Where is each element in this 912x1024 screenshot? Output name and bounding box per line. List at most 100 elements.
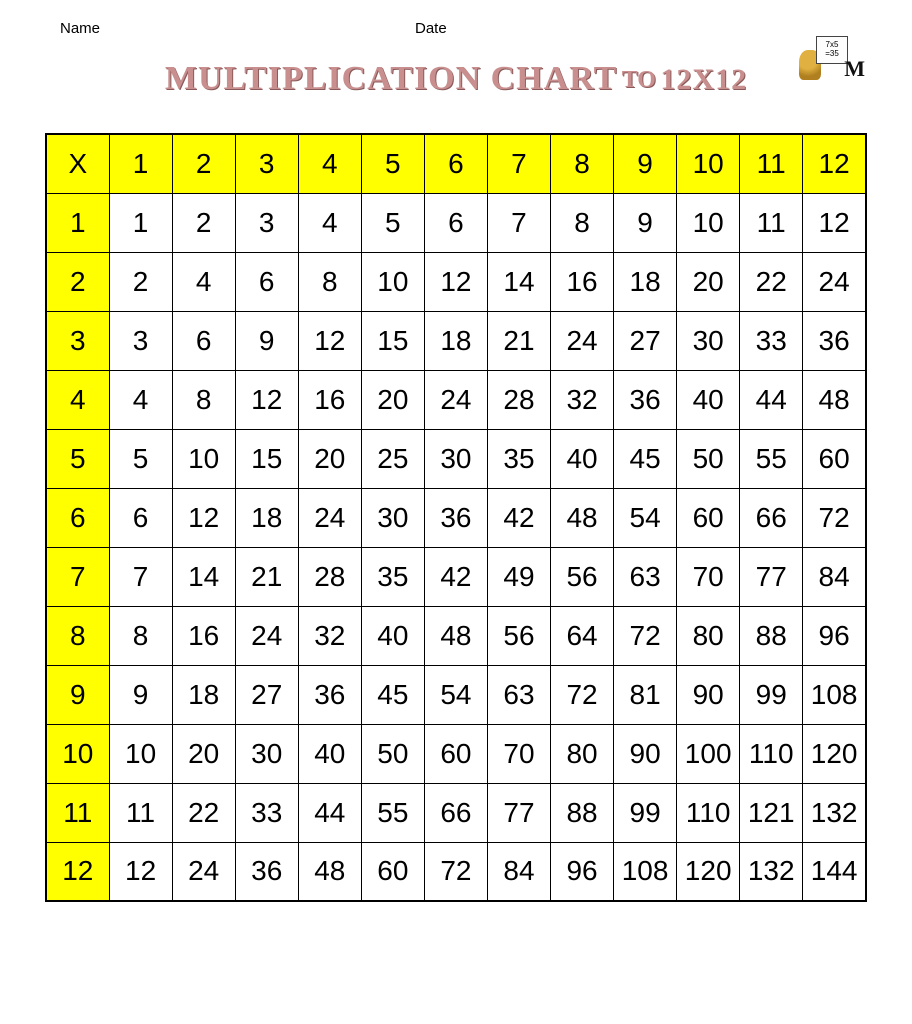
logo-text-top: 7x5 [826,40,839,49]
table-cell: 132 [803,783,866,842]
table-cell: 120 [677,842,740,901]
table-cell: 60 [677,488,740,547]
table-cell: 18 [235,488,298,547]
table-cell: 42 [487,488,550,547]
table-cell: 48 [551,488,614,547]
table-cell: 2 [109,252,172,311]
table-cell: 11 [740,193,803,252]
table-cell: 12 [109,842,172,901]
table-col-header: 11 [740,134,803,193]
table-cell: 56 [551,547,614,606]
table-col-header: 5 [361,134,424,193]
table-cell: 18 [424,311,487,370]
table-cell: 4 [172,252,235,311]
table-cell: 27 [235,665,298,724]
table-cell: 35 [361,547,424,606]
table-row-header: 9 [46,665,109,724]
table-row: 661218243036424854606672 [46,488,866,547]
table-col-header: 12 [803,134,866,193]
table-cell: 6 [109,488,172,547]
table-cell: 24 [235,606,298,665]
table-cell: 1 [109,193,172,252]
table-cell: 48 [803,370,866,429]
table-cell: 56 [487,606,550,665]
table-cell: 40 [551,429,614,488]
table-cell: 16 [298,370,361,429]
table-cell: 36 [424,488,487,547]
table-cell: 64 [551,606,614,665]
table-cell: 80 [677,606,740,665]
table-cell: 24 [551,311,614,370]
table-cell: 24 [803,252,866,311]
table-cell: 30 [677,311,740,370]
table-col-header: 4 [298,134,361,193]
table-cell: 36 [614,370,677,429]
table-row-header: 1 [46,193,109,252]
logo-m-icon: M [844,56,865,82]
table-cell: 12 [803,193,866,252]
table-cell: 121 [740,783,803,842]
table-cell: 18 [614,252,677,311]
table-cell: 21 [235,547,298,606]
table-row-header: 12 [46,842,109,901]
table-row-header: 10 [46,724,109,783]
table-cell: 72 [551,665,614,724]
table-cell: 70 [677,547,740,606]
table-cell: 30 [424,429,487,488]
table-col-header: 9 [614,134,677,193]
table-cell: 72 [803,488,866,547]
table-cell: 6 [424,193,487,252]
table-col-header: 3 [235,134,298,193]
table-cell: 16 [551,252,614,311]
table-cell: 32 [551,370,614,429]
table-cell: 3 [109,311,172,370]
table-col-header: 2 [172,134,235,193]
table-cell: 15 [361,311,424,370]
table-cell: 24 [424,370,487,429]
table-cell: 110 [740,724,803,783]
table-row: 1123456789101112 [46,193,866,252]
table-corner-cell: X [46,134,109,193]
table-row: 551015202530354045505560 [46,429,866,488]
table-cell: 72 [614,606,677,665]
table-cell: 90 [677,665,740,724]
table-cell: 40 [677,370,740,429]
table-cell: 84 [487,842,550,901]
table-cell: 8 [109,606,172,665]
table-cell: 44 [298,783,361,842]
table-row: 9918273645546372819099108 [46,665,866,724]
table-cell: 21 [487,311,550,370]
table-row: 11112233445566778899110121132 [46,783,866,842]
table-cell: 81 [614,665,677,724]
table-cell: 60 [424,724,487,783]
table-cell: 44 [740,370,803,429]
table-cell: 88 [551,783,614,842]
table-cell: 120 [803,724,866,783]
table-row: 121224364860728496108120132144 [46,842,866,901]
table-cell: 70 [487,724,550,783]
table-cell: 4 [109,370,172,429]
table-cell: 45 [361,665,424,724]
table-cell: 77 [740,547,803,606]
logo-text-bottom: =35 [825,49,839,58]
table-cell: 7 [109,547,172,606]
table-row-header: 5 [46,429,109,488]
table-cell: 96 [803,606,866,665]
table-row: 881624324048566472808896 [46,606,866,665]
table-cell: 36 [235,842,298,901]
table-cell: 66 [740,488,803,547]
table-cell: 7 [487,193,550,252]
table-cell: 100 [677,724,740,783]
table-row-header: 6 [46,488,109,547]
table-body: X123456789101112112345678910111222468101… [46,134,866,901]
table-cell: 10 [361,252,424,311]
table-cell: 80 [551,724,614,783]
table-cell: 10 [109,724,172,783]
table-cell: 16 [172,606,235,665]
table-cell: 77 [487,783,550,842]
date-label: Date [415,20,447,37]
table-cell: 30 [235,724,298,783]
table-cell: 72 [424,842,487,901]
table-cell: 55 [740,429,803,488]
table-cell: 32 [298,606,361,665]
